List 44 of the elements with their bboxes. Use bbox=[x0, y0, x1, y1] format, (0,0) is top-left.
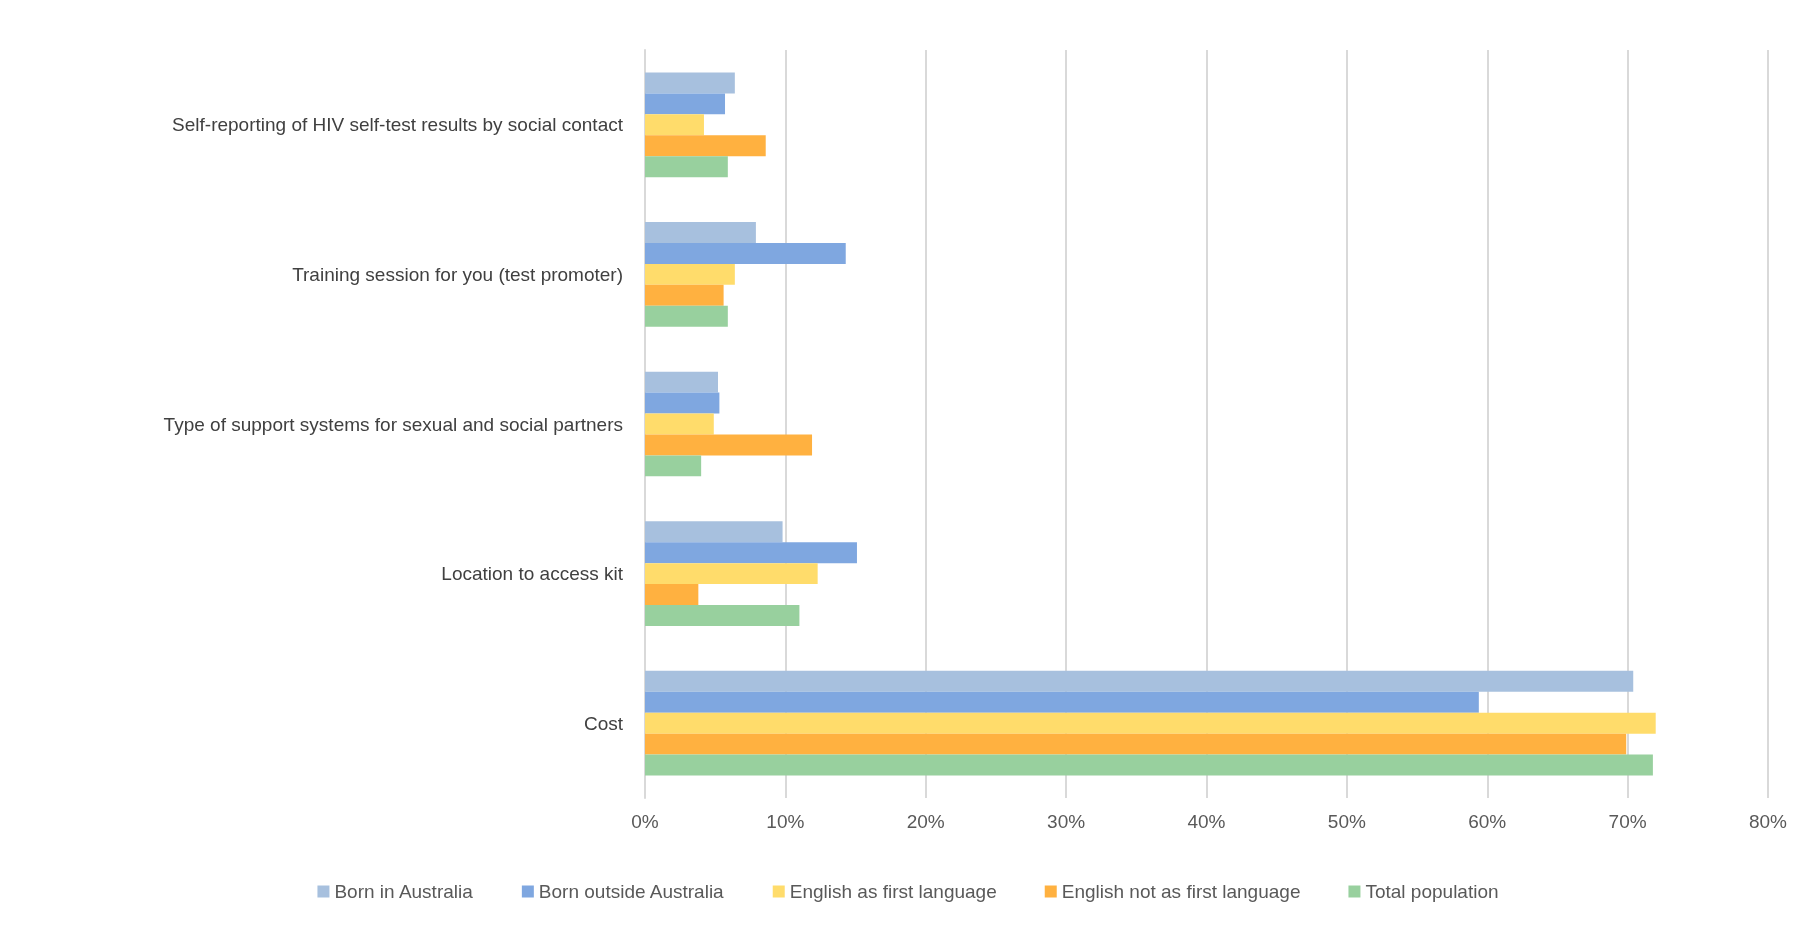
bar bbox=[645, 455, 702, 477]
bar bbox=[645, 754, 1653, 776]
bar bbox=[645, 413, 714, 435]
bar bbox=[645, 563, 818, 585]
y-tick-label: Type of support systems for sexual and social partners bbox=[163, 413, 623, 435]
bar bbox=[645, 114, 704, 136]
bar bbox=[645, 305, 728, 327]
bar bbox=[645, 242, 846, 264]
bar bbox=[645, 72, 735, 94]
bar bbox=[645, 584, 699, 606]
x-tick-label: 20% bbox=[906, 811, 945, 832]
bar bbox=[645, 392, 720, 414]
x-tick-label: 0% bbox=[631, 811, 659, 832]
bar bbox=[645, 670, 1634, 692]
bar bbox=[645, 733, 1627, 755]
bar bbox=[645, 222, 756, 243]
y-tick-label: Location to access kit bbox=[441, 563, 624, 585]
legend-label: English not as first language bbox=[1061, 881, 1301, 902]
x-tick-label: 60% bbox=[1468, 811, 1507, 832]
bar bbox=[645, 135, 766, 157]
legend-label: Born outside Australia bbox=[538, 881, 725, 902]
bar bbox=[645, 93, 726, 115]
legend-label: Born in Australia bbox=[334, 881, 474, 902]
x-tick-label: 70% bbox=[1608, 811, 1647, 832]
y-tick-label: Training session for you (test promoter) bbox=[292, 263, 623, 285]
bar bbox=[645, 691, 1479, 713]
bar bbox=[645, 263, 735, 285]
bar bbox=[645, 284, 724, 306]
x-tick-label: 10% bbox=[766, 811, 805, 832]
bar bbox=[645, 542, 857, 564]
y-tick-label: Self-reporting of HIV self-test results by social contact bbox=[172, 114, 624, 136]
x-tick-label: 50% bbox=[1327, 811, 1366, 832]
legend-label: Total population bbox=[1365, 881, 1499, 902]
bar bbox=[645, 605, 800, 626]
bar bbox=[645, 712, 1656, 734]
bar bbox=[645, 521, 783, 543]
bar bbox=[645, 434, 813, 456]
x-tick-label: 40% bbox=[1187, 811, 1226, 832]
x-tick-label: 30% bbox=[1047, 811, 1086, 832]
x-tick-label: 80% bbox=[1748, 811, 1788, 832]
bar bbox=[645, 156, 728, 178]
y-tick-label: Cost bbox=[583, 712, 624, 734]
bar bbox=[645, 371, 718, 393]
legend-label: English as first language bbox=[789, 881, 997, 902]
